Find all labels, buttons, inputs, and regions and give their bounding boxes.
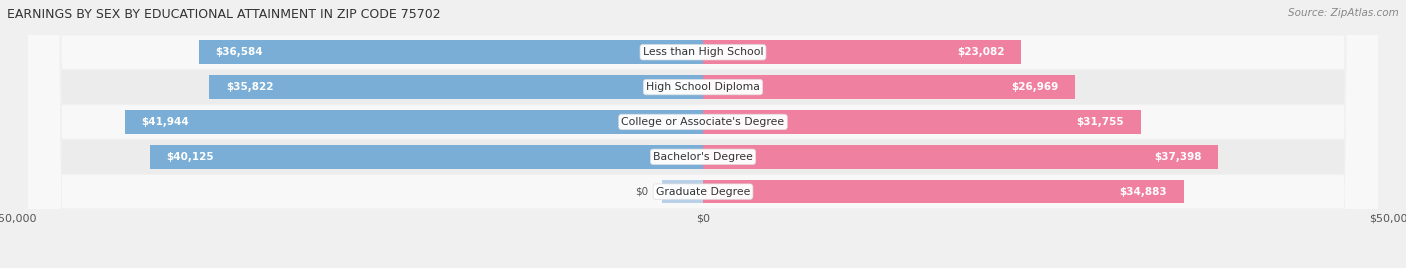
Text: $40,125: $40,125 <box>167 152 214 162</box>
Text: Graduate Degree: Graduate Degree <box>655 187 751 197</box>
Text: High School Diploma: High School Diploma <box>647 82 759 92</box>
Text: $36,584: $36,584 <box>215 47 263 57</box>
Text: $34,883: $34,883 <box>1119 187 1167 197</box>
Text: Less than High School: Less than High School <box>643 47 763 57</box>
FancyBboxPatch shape <box>28 0 1378 268</box>
Bar <box>209 75 703 99</box>
Bar <box>125 110 703 134</box>
Bar <box>662 180 703 203</box>
FancyBboxPatch shape <box>28 0 1378 268</box>
Text: $31,755: $31,755 <box>1077 117 1123 127</box>
Bar <box>703 75 1074 99</box>
Text: EARNINGS BY SEX BY EDUCATIONAL ATTAINMENT IN ZIP CODE 75702: EARNINGS BY SEX BY EDUCATIONAL ATTAINMEN… <box>7 8 440 21</box>
Text: $37,398: $37,398 <box>1154 152 1202 162</box>
Bar <box>703 145 1219 169</box>
Bar <box>703 40 1021 64</box>
Bar <box>198 40 703 64</box>
FancyBboxPatch shape <box>28 0 1378 268</box>
Text: $23,082: $23,082 <box>957 47 1004 57</box>
Text: $26,969: $26,969 <box>1011 82 1059 92</box>
Text: $35,822: $35,822 <box>226 82 273 92</box>
Bar <box>150 145 703 169</box>
Text: College or Associate's Degree: College or Associate's Degree <box>621 117 785 127</box>
Text: $0: $0 <box>634 187 648 197</box>
Bar <box>703 110 1140 134</box>
Bar <box>703 180 1184 203</box>
FancyBboxPatch shape <box>28 0 1378 268</box>
Text: $41,944: $41,944 <box>142 117 190 127</box>
Text: Bachelor's Degree: Bachelor's Degree <box>652 152 754 162</box>
FancyBboxPatch shape <box>28 0 1378 268</box>
Text: Source: ZipAtlas.com: Source: ZipAtlas.com <box>1288 8 1399 18</box>
